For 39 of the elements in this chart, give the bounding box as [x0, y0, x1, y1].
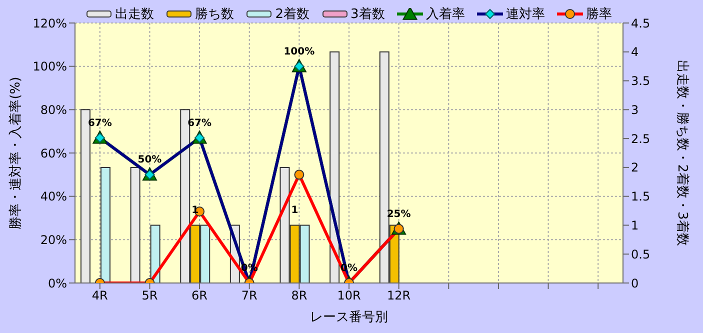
y-tick-label: 60% — [40, 146, 67, 160]
data-label: 0% — [240, 263, 258, 274]
x-tick-label: 4R — [92, 288, 108, 303]
y-tick-label: 40% — [40, 190, 67, 204]
y2-tick-label: 3 — [631, 102, 639, 117]
y2-tick-label: 2.5 — [631, 132, 650, 146]
x-tick-label: 8R — [291, 288, 308, 303]
data-label: 50% — [138, 154, 162, 166]
y2-tick-label: 1 — [631, 218, 639, 232]
y2-axis-title: 出走数・勝ち数・2着数・3着数 — [674, 60, 690, 246]
y2-tick-label: 2 — [631, 160, 639, 175]
x-axis-title: レース番号別 — [310, 310, 388, 325]
y-axis-title: 勝率・連対率・入着率(%) — [8, 76, 24, 230]
legend-label: 入着率 — [426, 6, 465, 23]
legend-label: 2着数 — [275, 6, 310, 23]
x-tick-label: 7R — [241, 288, 258, 303]
legend-label: 連対率 — [506, 6, 545, 23]
y2-tick-label: 3.5 — [631, 74, 650, 88]
y2-tick-label: 4.5 — [631, 16, 650, 30]
y2-tick-label: 0 — [631, 276, 639, 290]
y-tick-label: 0% — [48, 276, 67, 290]
y-tick-label: 100% — [32, 60, 67, 74]
legend-label: 勝率 — [586, 6, 612, 23]
x-tick-label: 12R — [387, 288, 411, 303]
data-label: 100% — [284, 46, 315, 58]
x-tick-label: 6R — [192, 288, 208, 303]
y2-tick-label: 0.5 — [631, 247, 650, 262]
y-tick-label: 20% — [40, 232, 67, 247]
x-tick-label: 5R — [142, 288, 158, 303]
legend-label: 出走数 — [115, 6, 154, 23]
y2-tick-label: 4 — [631, 45, 639, 60]
data-label: 1 — [291, 205, 298, 216]
legend-label: 3着数 — [350, 6, 385, 23]
y-tick-label: 120% — [32, 16, 67, 30]
y-tick-label: 80% — [40, 102, 67, 117]
y2-tick-label: 1.5 — [631, 190, 650, 204]
data-label: 1 — [192, 205, 199, 216]
legend-label: 勝ち数 — [195, 6, 234, 23]
x-tick-label: 10R — [337, 288, 361, 303]
